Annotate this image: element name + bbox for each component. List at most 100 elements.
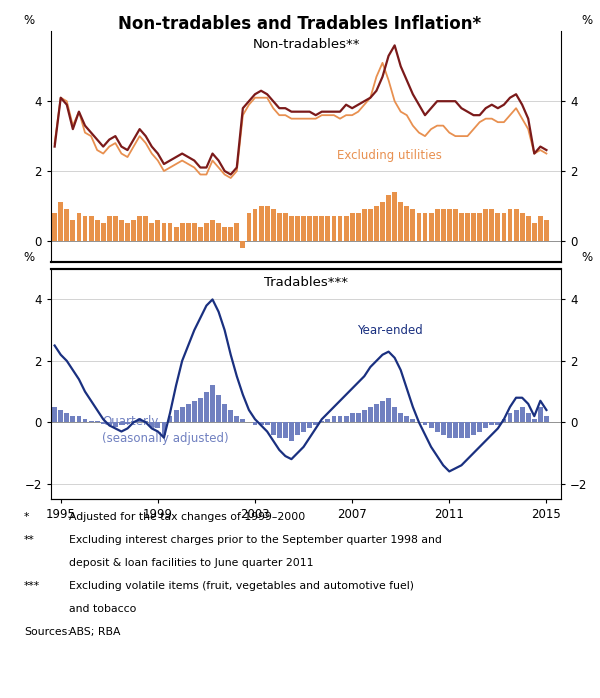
Bar [459,422,464,438]
Bar [64,209,69,241]
Bar [338,416,343,422]
Bar [350,413,355,422]
Bar [338,216,343,241]
Bar [453,209,458,241]
Bar [447,209,452,241]
Bar [70,220,75,241]
Bar [173,227,179,241]
Bar [398,202,403,241]
Text: Year-ended: Year-ended [357,325,423,337]
Bar [380,401,385,422]
Bar [325,419,330,422]
Bar [241,419,245,422]
Bar [465,213,470,241]
Bar [410,209,415,241]
Text: Sources:: Sources: [24,627,71,637]
Bar [283,422,288,438]
Bar [295,422,300,435]
Bar [301,216,306,241]
Bar [301,422,306,431]
Bar [277,422,282,438]
Bar [514,410,518,422]
Text: Tradables***: Tradables*** [264,276,348,289]
Bar [532,223,537,241]
Bar [52,213,57,241]
Bar [368,209,373,241]
Bar [544,416,549,422]
Bar [64,413,69,422]
Bar [368,407,373,422]
Bar [253,422,257,425]
Bar [271,209,275,241]
Bar [295,216,300,241]
Bar [471,422,476,435]
Bar [143,216,148,241]
Bar [247,213,251,241]
Bar [173,410,179,422]
Bar [216,394,221,422]
Bar [259,422,263,425]
Bar [180,223,185,241]
Bar [180,407,185,422]
Text: Quarterly
(seasonally adjusted): Quarterly (seasonally adjusted) [102,415,229,445]
Bar [204,223,209,241]
Text: Non-tradables**: Non-tradables** [252,38,360,52]
Bar [289,422,294,440]
Bar [265,422,269,425]
Bar [204,392,209,422]
Bar [526,413,530,422]
Bar [435,209,440,241]
Bar [332,216,337,241]
Bar [235,223,239,241]
Bar [477,213,482,241]
Text: %: % [23,14,34,27]
Bar [253,209,257,241]
Bar [192,223,197,241]
Bar [502,419,506,422]
Bar [235,416,239,422]
Bar [362,410,367,422]
Bar [186,223,191,241]
Text: Excluding volatile items (fruit, vegetables and automotive fuel): Excluding volatile items (fruit, vegetab… [69,581,414,591]
Bar [325,216,330,241]
Bar [210,220,215,241]
Bar [113,422,118,427]
Bar [319,216,324,241]
Bar [374,404,379,422]
Text: Excluding interest charges prior to the September quarter 1998 and: Excluding interest charges prior to the … [69,535,442,544]
Bar [101,223,106,241]
Bar [155,220,160,241]
Bar [192,401,197,422]
Bar [490,422,494,425]
Text: *: * [24,512,29,521]
Bar [307,216,312,241]
Bar [532,419,537,422]
Bar [514,209,518,241]
Bar [289,216,294,241]
Text: ABS; RBA: ABS; RBA [69,627,121,637]
Bar [101,422,106,424]
Bar [107,216,112,241]
Bar [435,422,440,431]
Bar [161,223,166,241]
Bar [538,407,543,422]
Bar [83,419,88,422]
Text: ***: *** [24,581,40,591]
Bar [131,421,136,422]
Bar [344,216,349,241]
Bar [428,213,434,241]
Bar [222,227,227,241]
Bar [155,422,160,429]
Bar [356,413,361,422]
Bar [265,206,269,241]
Bar [198,398,203,422]
Bar [398,413,403,422]
Bar [125,223,130,241]
Bar [113,216,118,241]
Bar [441,209,446,241]
Bar [520,407,524,422]
Bar [149,422,154,427]
Text: deposit & loan facilities to June quarter 2011: deposit & loan facilities to June quarte… [69,558,314,567]
Bar [538,216,543,241]
Bar [167,223,172,241]
